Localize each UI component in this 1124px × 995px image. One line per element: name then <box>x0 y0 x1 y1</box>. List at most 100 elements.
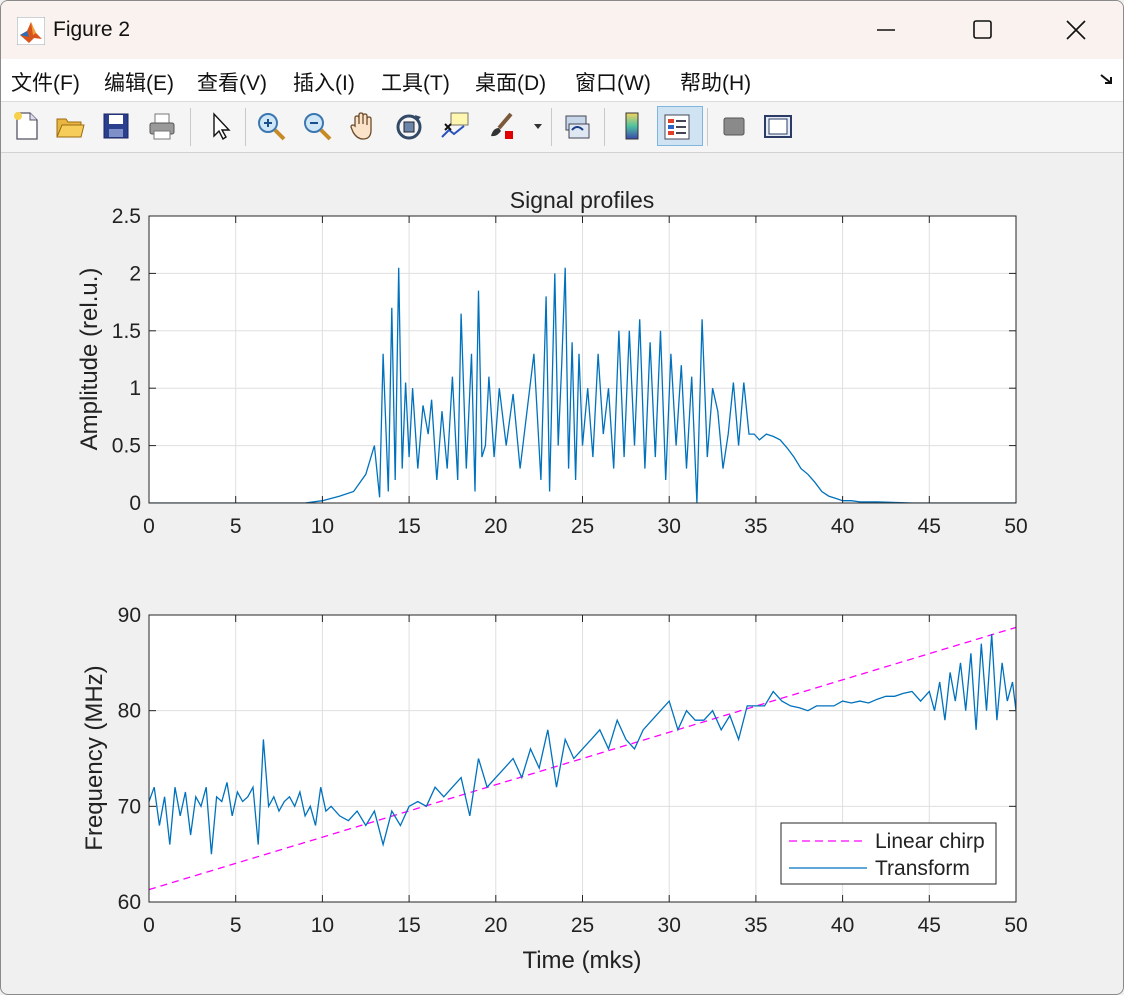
minimize-button[interactable] <box>863 9 909 51</box>
show-plot-tools-icon <box>764 115 792 138</box>
tool-bar <box>1 102 1123 153</box>
pan-hand-icon <box>350 112 372 140</box>
x-tick-label: 15 <box>397 515 420 538</box>
minimize-icon <box>877 29 895 31</box>
hide-plot-tools-button[interactable] <box>715 106 753 146</box>
brush-dropdown-button[interactable] <box>528 106 548 146</box>
hide-plot-tools-icon <box>723 117 745 136</box>
menu-file[interactable]: 文件(F) <box>11 72 80 95</box>
select-arrow-icon <box>213 112 231 141</box>
menu-edit[interactable]: 编辑(E) <box>104 72 174 95</box>
legend-icon <box>664 114 690 140</box>
colorbar-button[interactable] <box>613 106 651 146</box>
save-icon <box>103 113 129 139</box>
x-tick-label: 10 <box>311 914 334 937</box>
colorbar-icon <box>625 112 639 140</box>
menu-insert[interactable]: 插入(I) <box>293 72 355 95</box>
tick-marks <box>148 215 1017 504</box>
x-tick-label: 30 <box>658 515 681 538</box>
menu-tools[interactable]: 工具(T) <box>381 72 450 95</box>
print-icon <box>149 113 175 140</box>
y-tick-labels: 0 0.5 1 1.5 2 2.5 <box>112 205 141 515</box>
link-plot-button[interactable] <box>558 106 596 146</box>
open-icon <box>56 118 85 138</box>
zoom-out-icon <box>304 113 332 141</box>
zoom-in-button[interactable] <box>252 106 290 146</box>
x-tick-label: 10 <box>311 515 334 538</box>
close-button[interactable] <box>1053 9 1099 51</box>
toolbar-separator <box>604 108 605 146</box>
zoom-out-button[interactable] <box>298 106 336 146</box>
rotate-3d-icon <box>396 114 422 140</box>
toolbar-separator <box>551 108 552 146</box>
menu-view[interactable]: 查看(V) <box>197 72 267 95</box>
undock-arrow-icon[interactable] <box>1099 71 1115 87</box>
brush-dropdown-icon <box>534 124 542 129</box>
x-tick-labels: 0 5 10 15 20 25 30 35 40 45 50 <box>143 515 1028 538</box>
x-tick-label: 5 <box>230 515 242 538</box>
x-tick-label: 45 <box>918 914 941 937</box>
title-bar[interactable]: Figure 2 <box>1 1 1123 59</box>
maximize-button[interactable] <box>959 9 1005 51</box>
save-button[interactable] <box>97 106 135 146</box>
series-amplitude <box>149 267 1016 503</box>
plot-title: Signal profiles <box>510 187 654 213</box>
menu-help[interactable]: 帮助(H) <box>680 72 752 95</box>
y-tick-label: 0.5 <box>112 435 141 458</box>
x-tick-label: 40 <box>831 914 854 937</box>
y-tick-labels: 60 70 80 90 <box>118 604 141 914</box>
legend-button[interactable] <box>657 106 703 146</box>
link-plot-icon <box>565 115 590 139</box>
x-tick-label: 45 <box>918 515 941 538</box>
x-tick-label: 35 <box>744 914 767 937</box>
x-tick-label: 50 <box>1004 914 1027 937</box>
menu-window[interactable]: 窗口(W) <box>575 72 651 95</box>
x-tick-label: 0 <box>143 515 155 538</box>
legend-label-linear-chirp: Linear chirp <box>875 830 985 853</box>
close-icon <box>1066 20 1086 40</box>
y-tick-label: 90 <box>118 604 141 627</box>
legend[interactable]: Linear chirp Transform <box>780 822 997 885</box>
new-figure-button[interactable] <box>7 106 45 146</box>
x-tick-label: 35 <box>744 515 767 538</box>
maximize-icon <box>973 20 992 39</box>
x-tick-label: 20 <box>484 515 507 538</box>
data-cursor-button[interactable] <box>436 106 474 146</box>
signal-profiles-axes[interactable]: 0 5 10 15 20 25 30 35 40 45 50 0 0.5 1 1.5 2 2.5 Signal… <box>76 187 1028 538</box>
plot-lines <box>149 626 1016 891</box>
y-tick-label: 60 <box>118 891 141 914</box>
print-button[interactable] <box>143 106 181 146</box>
series-linear-chirp <box>149 626 1016 891</box>
x-axis-label: Time (mks) <box>522 947 641 974</box>
brush-button[interactable] <box>482 106 520 146</box>
tick-marks <box>148 614 1017 903</box>
new-figure-icon <box>14 112 38 140</box>
x-tick-label: 30 <box>658 914 681 937</box>
open-button[interactable] <box>51 106 89 146</box>
plot-lines <box>149 267 1016 503</box>
frequency-axes[interactable]: 0 5 10 15 20 25 30 35 40 45 50 60 70 80 90 Time (mks)… <box>81 604 1028 974</box>
pan-button[interactable] <box>344 106 382 146</box>
y-tick-label: 70 <box>118 795 141 818</box>
x-tick-label: 25 <box>571 914 594 937</box>
toolbar-separator <box>707 108 708 146</box>
figure-canvas: 0 5 10 15 20 25 30 35 40 45 50 00.511.522.5 Signal… <box>76 187 1028 974</box>
y-tick-label: 0 <box>129 492 141 515</box>
y-tick-label: 80 <box>118 700 141 723</box>
menu-bar: 文件(F) 编辑(E) 查看(V) 插入(I) 工具(T) 桌面(D) 窗口(W… <box>1 59 1123 102</box>
menu-desktop[interactable]: 桌面(D) <box>475 72 547 95</box>
x-tick-label: 0 <box>143 914 155 937</box>
x-tick-label: 15 <box>397 914 420 937</box>
window-title: Figure 2 <box>53 18 131 41</box>
select-button[interactable] <box>201 106 239 146</box>
data-cursor-icon <box>441 112 469 138</box>
x-tick-label: 25 <box>571 515 594 538</box>
legend-box <box>780 822 997 885</box>
toolbar-separator <box>190 108 191 146</box>
y-tick-label: 1.5 <box>112 320 141 343</box>
show-plot-tools-button[interactable] <box>759 106 797 146</box>
series-transform <box>149 634 1016 855</box>
y-axis-label: Frequency (MHz) <box>81 665 108 850</box>
y-tick-label: 2.5 <box>112 205 141 228</box>
rotate-button[interactable] <box>390 106 428 146</box>
